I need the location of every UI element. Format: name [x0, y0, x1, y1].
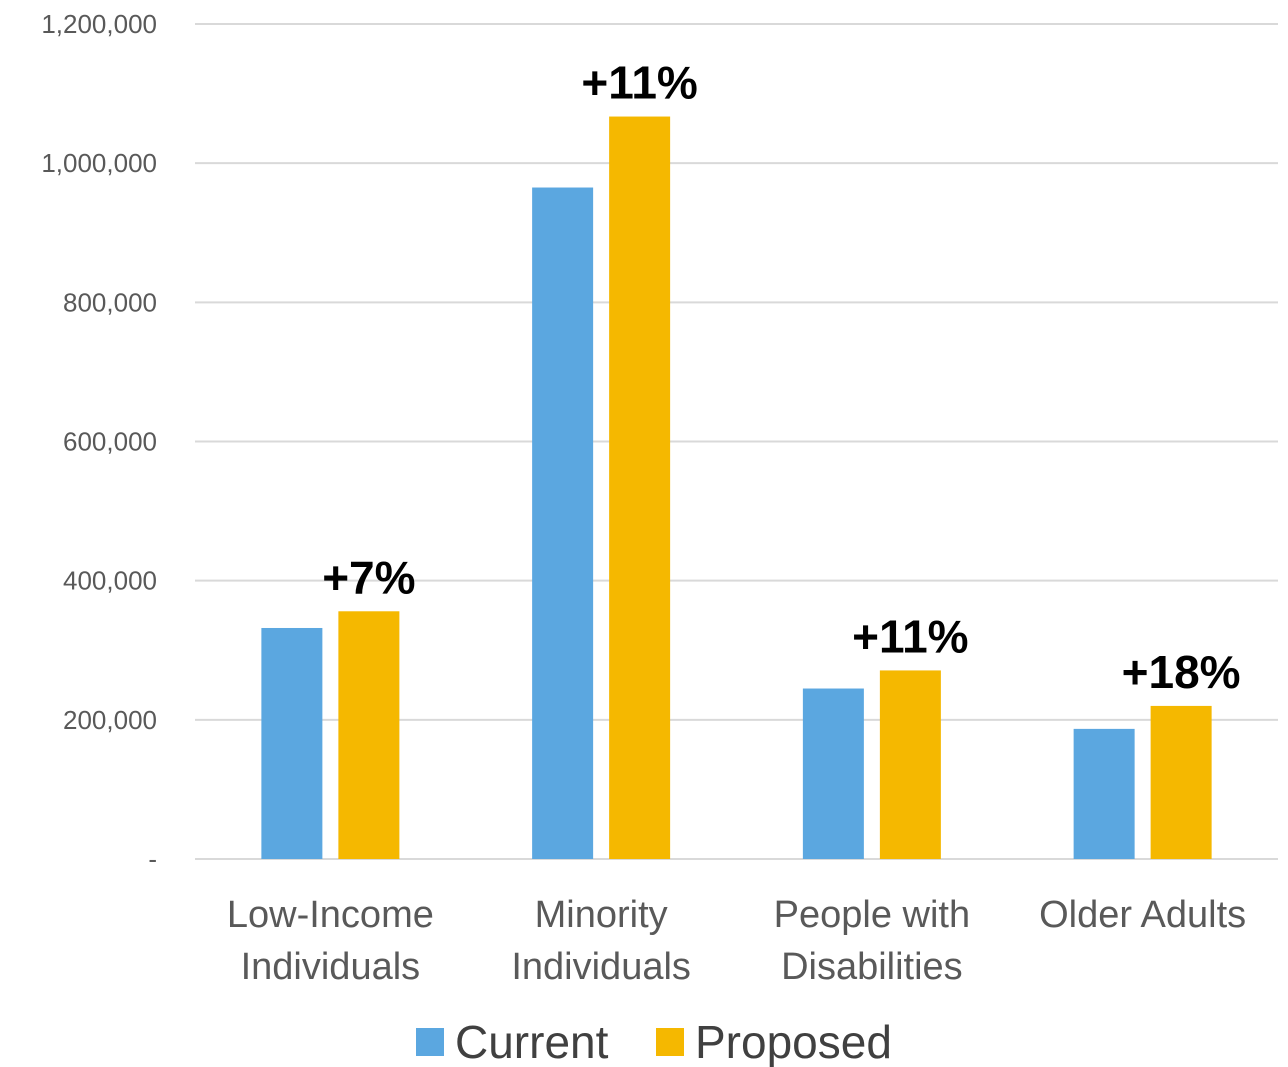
y-tick-label: 1,000,000	[41, 148, 157, 178]
bar-current-1	[532, 187, 594, 860]
y-axis: - 200,000 400,000 600,000 800,000 1,000,000 1,…	[41, 9, 157, 874]
legend-swatch-current	[416, 1028, 444, 1056]
legend-swatch-proposed	[656, 1028, 684, 1056]
legend: Current Proposed	[416, 1016, 892, 1067]
x-tick-label: Disabilities	[781, 946, 963, 988]
x-tick-label: Low-Income	[227, 894, 434, 936]
change-annotation: +11%	[852, 610, 968, 662]
x-tick-label: Minority	[535, 894, 668, 936]
change-annotation: +7%	[322, 551, 415, 603]
x-tick-label: Individuals	[511, 946, 691, 988]
bar-current-2	[802, 688, 864, 859]
change-annotation: +11%	[581, 57, 697, 109]
y-tick-label: 200,000	[63, 705, 157, 735]
x-axis: Low-Income Individuals Minority Individuals…	[227, 894, 1246, 988]
legend-label-proposed: Proposed	[695, 1016, 892, 1067]
legend-label-current: Current	[455, 1016, 609, 1067]
bars	[261, 116, 1212, 860]
change-annotation: +18%	[1122, 646, 1241, 698]
bar-proposed-2	[879, 670, 941, 859]
x-tick-label: People with	[774, 894, 970, 936]
y-tick-label: 1,200,000	[41, 9, 157, 39]
bar-proposed-0	[338, 611, 400, 859]
y-tick-label: 800,000	[63, 287, 157, 317]
y-tick-label: 400,000	[63, 566, 157, 596]
x-tick-label: Older Adults	[1039, 894, 1246, 936]
y-tick-label: -	[148, 844, 157, 874]
bar-current-0	[261, 627, 323, 859]
y-tick-label: 600,000	[63, 427, 157, 457]
x-tick-label: Individuals	[241, 946, 421, 988]
bar-proposed-3	[1150, 705, 1212, 859]
bar-proposed-1	[609, 116, 671, 859]
bar-current-3	[1073, 728, 1135, 859]
annotations: +7% +11% +11% +18%	[322, 57, 1240, 698]
